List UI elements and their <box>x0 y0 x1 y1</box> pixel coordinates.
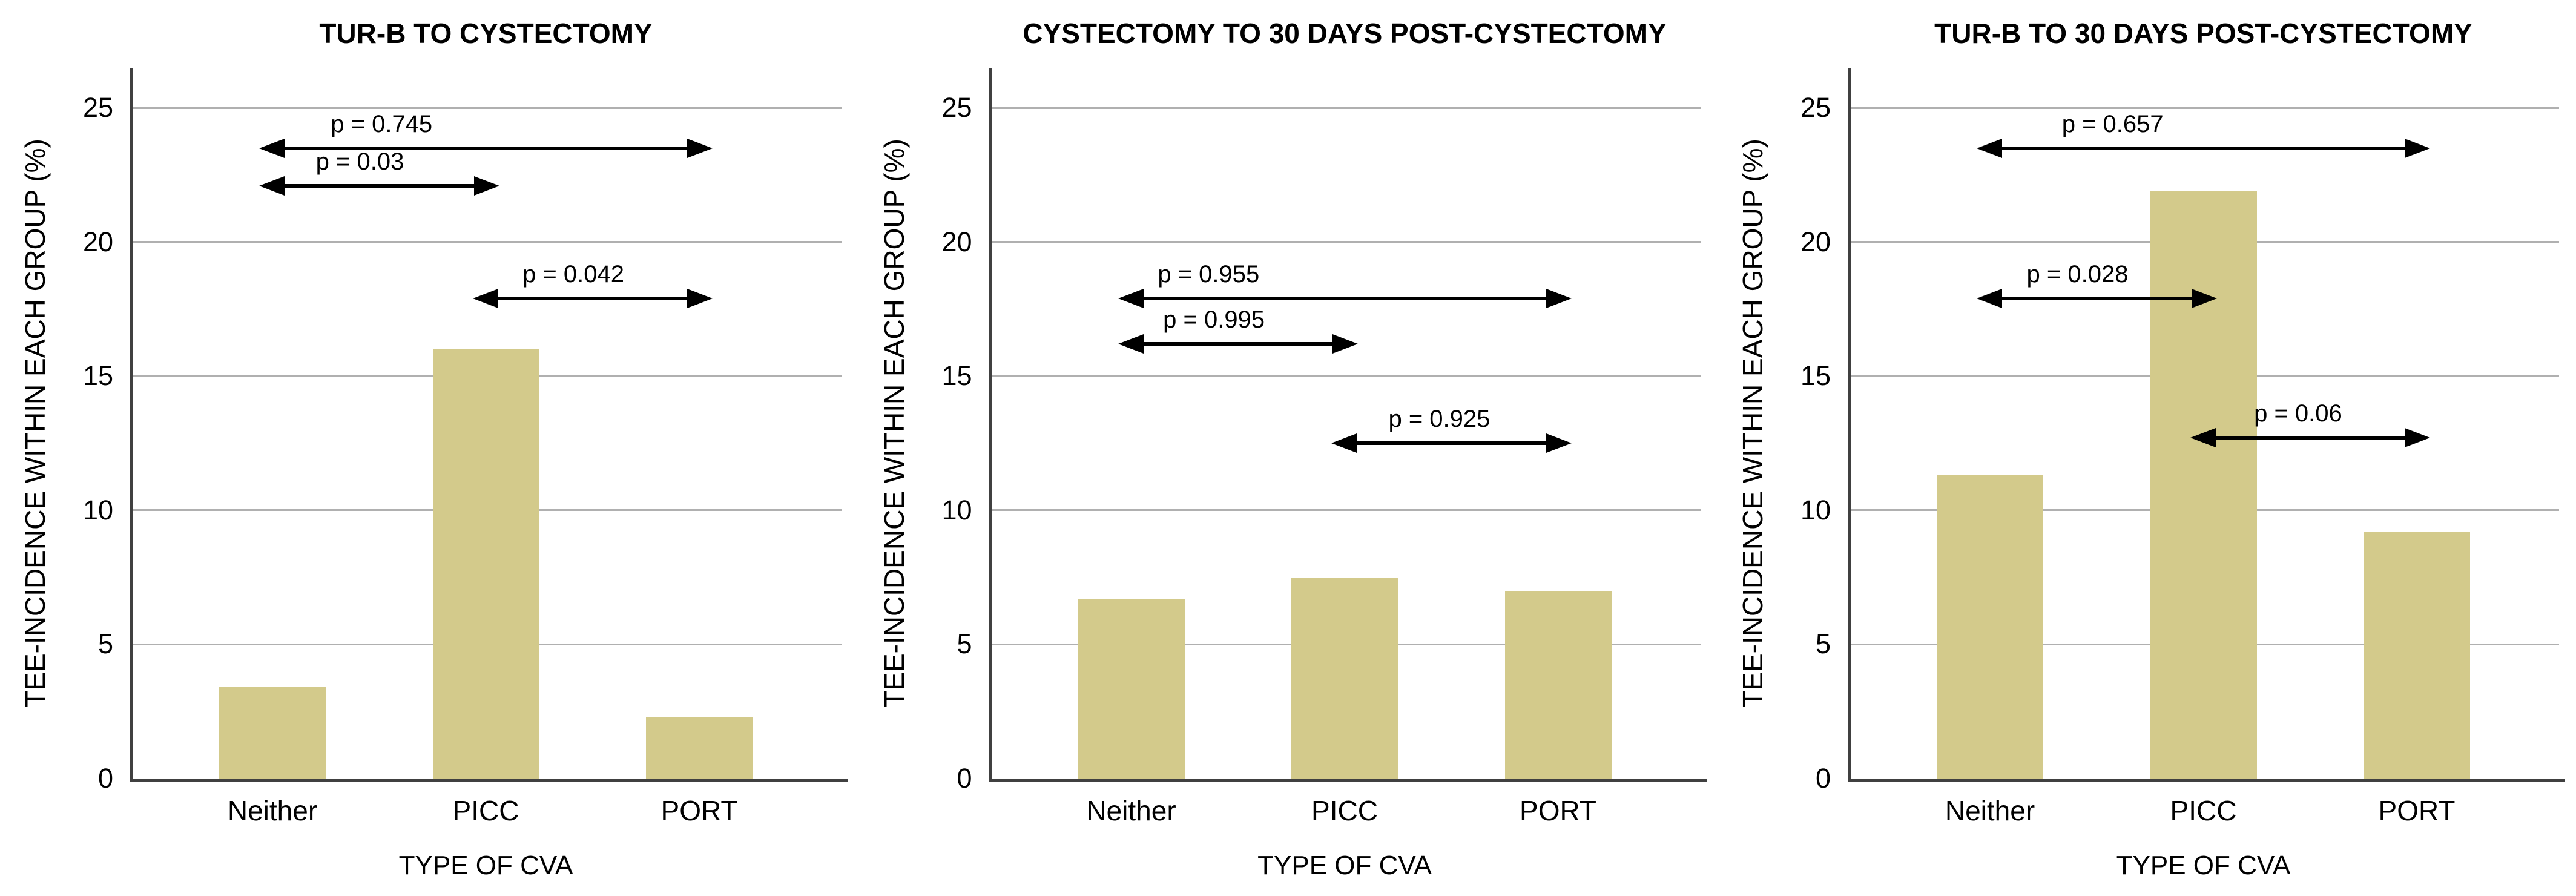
p-value-label: p = 0.028 <box>2026 260 2129 288</box>
p-value-arrow-line <box>1996 146 2411 150</box>
y-axis-line <box>130 68 133 782</box>
arrow-left-head-icon <box>259 176 285 196</box>
y-tick-label: 10 <box>941 494 972 525</box>
p-value-arrow-line <box>278 183 480 188</box>
y-axis-line <box>1848 68 1851 782</box>
y-tick-label: 15 <box>1800 360 1831 392</box>
arrow-left-head-icon <box>1118 288 1144 308</box>
y-tick-label: 20 <box>1800 226 1831 257</box>
bar-picc <box>2150 191 2257 779</box>
bar-picc <box>1291 577 1398 779</box>
category-label-port: PORT <box>2378 795 2456 826</box>
gridline-25 <box>1848 107 2559 109</box>
arrow-right-head-icon <box>1546 288 1572 308</box>
y-tick-label: 25 <box>1800 92 1831 124</box>
arrow-left-head-icon <box>259 138 285 158</box>
arrow-right-head-icon <box>687 288 713 308</box>
arrow-left-head-icon <box>1977 288 2002 308</box>
y-tick-label: 0 <box>97 763 113 794</box>
y-tick-label: 10 <box>1800 494 1831 525</box>
arrow-right-head-icon <box>1546 433 1572 453</box>
category-label-picc: PICC <box>1311 795 1378 826</box>
arrow-left-head-icon <box>1331 433 1357 453</box>
arrow-left-head-icon <box>1977 138 2002 158</box>
y-tick-label: 15 <box>82 360 113 392</box>
p-value-arrow-line <box>2209 436 2411 440</box>
p-value-label: p = 0.955 <box>1158 260 1260 288</box>
y-axis-title: TEE-INCIDENCE WITHIN EACH GROUP (%) <box>878 139 910 708</box>
p-value-arrow-line <box>1137 342 1339 346</box>
gridline-15 <box>989 375 1701 377</box>
chart-panel-2: CYSTECTOMY TO 30 DAYS POST-CYSTECTOMY 0 5 1… <box>859 0 1718 896</box>
arrow-right-head-icon <box>687 138 713 158</box>
gridline-20 <box>130 241 842 243</box>
x-axis-line <box>989 779 1707 782</box>
x-axis-title: TYPE OF CVA <box>398 851 573 880</box>
arrow-left-head-icon <box>1118 334 1144 354</box>
bar-neither <box>1937 475 2043 779</box>
p-value-label: p = 0.042 <box>522 260 624 288</box>
category-label-port: PORT <box>1520 795 1596 826</box>
x-axis-line <box>130 779 848 782</box>
gridline-25 <box>130 107 842 109</box>
arrow-left-head-icon <box>2190 428 2216 448</box>
bar-neither <box>219 687 326 779</box>
p-value-arrow-line <box>1996 296 2198 300</box>
y-tick-label: 20 <box>941 226 972 257</box>
bar-port <box>646 717 753 779</box>
p-value-label: p = 0.745 <box>331 110 433 137</box>
y-tick-label: 0 <box>957 763 972 794</box>
chart-title: CYSTECTOMY TO 30 DAYS POST-CYSTECTOMY <box>1023 18 1667 49</box>
p-value-label: p = 0.657 <box>2061 110 2164 137</box>
category-label-port: PORT <box>660 795 738 826</box>
y-axis-line <box>989 68 992 782</box>
arrow-right-head-icon <box>473 176 499 196</box>
arrow-right-head-icon <box>2405 138 2430 158</box>
y-axis-title: TEE-INCIDENCE WITHIN EACH GROUP (%) <box>19 139 51 708</box>
arrow-left-head-icon <box>472 288 498 308</box>
y-tick-label: 5 <box>1815 628 1831 660</box>
category-label-neither: Neither <box>1086 795 1176 826</box>
x-axis-line <box>1848 779 2565 782</box>
y-axis-title: TEE-INCIDENCE WITHIN EACH GROUP (%) <box>1737 139 1768 708</box>
x-axis-title: TYPE OF CVA <box>2116 851 2291 880</box>
category-label-picc: PICC <box>2170 795 2237 826</box>
chart-title: TUR-B TO 30 DAYS POST-CYSTECTOMY <box>1934 18 2472 49</box>
y-tick-label: 25 <box>941 92 972 124</box>
y-tick-label: 5 <box>97 628 113 660</box>
bar-port <box>1504 590 1612 779</box>
p-value-arrow-line <box>1137 296 1552 300</box>
y-tick-label: 10 <box>82 494 113 525</box>
p-value-arrow-line <box>278 146 693 150</box>
p-value-label: p = 0.03 <box>315 148 404 175</box>
p-value-arrow-line <box>492 296 693 300</box>
gridline-20 <box>989 241 1701 243</box>
x-axis-title: TYPE OF CVA <box>1257 851 1432 880</box>
p-value-label: p = 0.925 <box>1388 406 1491 433</box>
category-label-picc: PICC <box>452 795 519 826</box>
chart-panel-1: TUR-B TO CYSTECTOMY 0 5 10 15 20 25 Neither PICC… <box>0 0 858 896</box>
p-value-arrow-line <box>1351 441 1552 446</box>
category-label-neither: Neither <box>1945 795 2035 826</box>
y-tick-label: 5 <box>957 628 972 660</box>
y-tick-label: 0 <box>1815 763 1831 794</box>
bar-neither <box>1078 599 1185 779</box>
category-label-neither: Neither <box>227 795 318 826</box>
chart-panel-3: TUR-B TO 30 DAYS POST-CYSTECTOMY 0 5 10 15 20… <box>1718 0 2576 896</box>
gridline-10 <box>989 509 1701 512</box>
p-value-label: p = 0.06 <box>2254 400 2342 427</box>
arrow-right-head-icon <box>2191 288 2217 308</box>
chart-title: TUR-B TO CYSTECTOMY <box>319 18 653 49</box>
arrow-right-head-icon <box>1332 334 1358 354</box>
y-tick-label: 25 <box>82 92 113 124</box>
y-tick-label: 20 <box>82 226 113 257</box>
p-value-label: p = 0.995 <box>1163 306 1265 334</box>
bar-picc <box>432 349 539 779</box>
y-tick-label: 15 <box>941 360 972 392</box>
bar-port <box>2364 532 2470 779</box>
gridline-25 <box>989 107 1701 109</box>
arrow-right-head-icon <box>2405 428 2430 448</box>
